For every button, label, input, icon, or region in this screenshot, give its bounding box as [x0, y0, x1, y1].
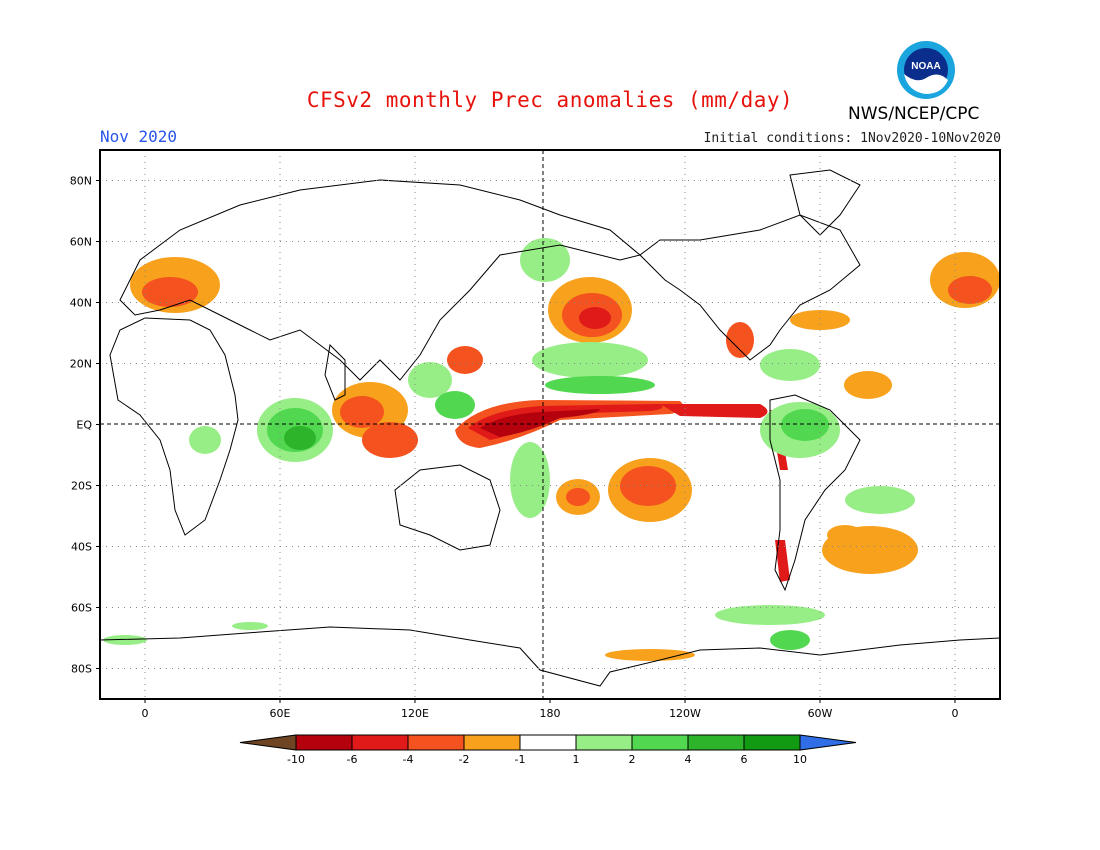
- colorbar-label: 4: [685, 753, 692, 766]
- colorbar-swatch: [687, 734, 745, 751]
- colorbar-swatch: [519, 734, 577, 751]
- longitude-label: 0: [142, 707, 149, 720]
- map-grid: [100, 150, 1000, 699]
- colorbar-label: -4: [403, 753, 414, 766]
- latitude-label: 20S: [71, 480, 92, 493]
- colorbar-swatch: [295, 734, 353, 751]
- latitude-label: EQ: [76, 419, 92, 432]
- agency-label: NWS/NCEP/CPC: [848, 104, 980, 124]
- latitude-label: 80S: [71, 663, 92, 676]
- colorbar-label: -1: [515, 753, 526, 766]
- colorbar-label: 1: [573, 753, 580, 766]
- longitude-label: 180: [540, 707, 561, 720]
- colorbar-label: -10: [287, 753, 305, 766]
- initial-conditions-label: Initial conditions: 1Nov2020-10Nov2020: [703, 131, 1001, 146]
- anomaly-shading: [103, 238, 1000, 661]
- colorbar-high-arrow: [799, 734, 857, 751]
- longitude-label: 60E: [270, 707, 291, 720]
- latitude-label: 60N: [70, 236, 92, 249]
- colorbar-label: 6: [741, 753, 748, 766]
- colorbar-label: -6: [347, 753, 358, 766]
- longitude-labels: 0 60E 120E 180 120W 60W 0: [142, 699, 959, 720]
- latitude-label: 20N: [70, 358, 92, 371]
- longitude-label: 120E: [401, 707, 429, 720]
- colorbar-label: 2: [629, 753, 636, 766]
- longitude-label: 60W: [808, 707, 833, 720]
- latitude-label: 40N: [70, 297, 92, 310]
- coastlines: [99, 169, 1001, 687]
- colorbar-swatch: [743, 734, 801, 751]
- longitude-label: 120W: [669, 707, 701, 720]
- latitude-labels: 80N 60N 40N 20N EQ 20S 40S 60S 80S: [70, 175, 100, 676]
- colorbar: -10 -6 -4 -2 -1 1 2 4 6 10: [239, 734, 857, 766]
- noaa-logo: NOAA: [897, 41, 955, 99]
- latitude-label: 40S: [71, 541, 92, 554]
- colorbar-label: 10: [793, 753, 807, 766]
- colorbar-swatch: [463, 734, 521, 751]
- latitude-label: 60S: [71, 602, 92, 615]
- noaa-logo-text: NOAA: [911, 61, 940, 72]
- colorbar-swatch: [575, 734, 633, 751]
- colorbar-low-arrow: [239, 734, 297, 751]
- map-title: CFSv2 monthly Prec anomalies (mm/day): [306, 88, 794, 112]
- colorbar-swatch: [631, 734, 689, 751]
- forecast-month-label: Nov 2020: [100, 127, 178, 146]
- longitude-label: 0: [952, 707, 959, 720]
- colorbar-label: -2: [459, 753, 470, 766]
- latitude-label: 80N: [70, 175, 92, 188]
- colorbar-swatch: [351, 734, 409, 751]
- colorbar-swatch: [407, 734, 465, 751]
